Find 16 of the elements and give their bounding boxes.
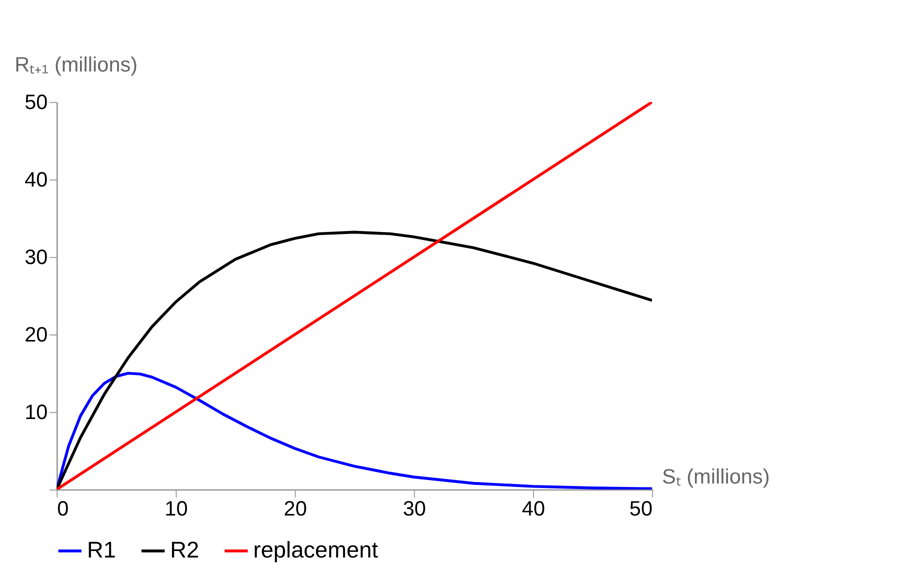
x-tick-label: 20 — [284, 497, 307, 520]
legend-label: replacement — [253, 536, 379, 563]
y-tick-label: 10 — [24, 401, 48, 424]
y-tick-label: 40 — [24, 168, 48, 192]
x-tick-label: 50 — [629, 497, 653, 520]
x-tick-label: 40 — [522, 497, 546, 520]
legend-label: R2 — [170, 536, 200, 563]
y-tick-label: 30 — [24, 246, 48, 270]
x-tick-label: 10 — [164, 497, 188, 520]
x-axis-title: Sₜ (millions) — [662, 465, 770, 488]
x-tick-label: 30 — [402, 497, 426, 520]
x-tick-label: 0 — [57, 497, 69, 520]
y-tick-label: 50 — [24, 91, 48, 114]
y-axis-title: Rₜ₊₁ (millions) — [14, 53, 138, 76]
legend-label: R1 — [86, 536, 116, 563]
y-tick-label: 20 — [24, 324, 48, 347]
